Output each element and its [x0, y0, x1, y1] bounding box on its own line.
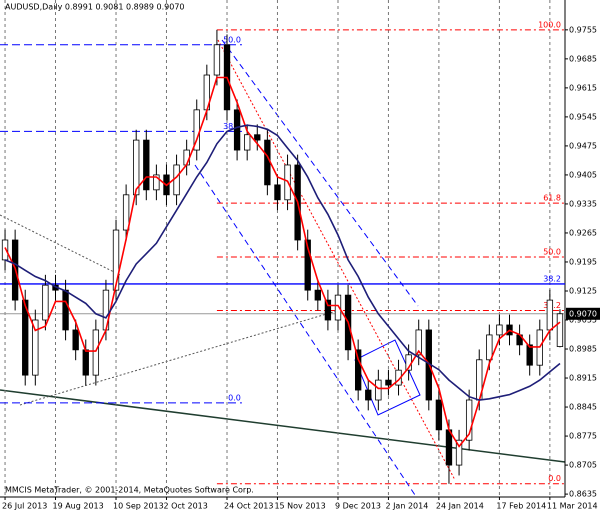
moving-average: [4, 124, 561, 401]
x-tick-label: 11 Mar 2014: [547, 502, 598, 511]
dotted-line: [217, 39, 456, 481]
candle-body: [32, 319, 39, 376]
channel-line: [194, 164, 416, 496]
candle-body: [486, 334, 493, 361]
candle-body: [274, 184, 281, 201]
y-tick-label: 0.8775: [569, 432, 597, 441]
candle-body: [213, 44, 221, 76]
trendline: [0, 389, 566, 463]
candle-body: [143, 139, 150, 191]
candle-body: [254, 134, 261, 141]
y-tick-label: 0.9335: [569, 199, 597, 208]
candle-body: [496, 324, 503, 336]
x-tick-label: 26 Jul 2013: [2, 502, 47, 511]
channel-line: [221, 39, 419, 307]
candle-body: [546, 299, 554, 331]
x-tick-label: 9 Dec 2013: [335, 502, 381, 511]
candle-body: [82, 349, 89, 376]
y-tick-label: 0.9405: [569, 170, 597, 179]
price-box: [566, 307, 600, 320]
y-tick-label: 0.9685: [569, 54, 597, 63]
candle-body: [526, 344, 533, 366]
x-tick-label: 24 Oct 2013: [224, 502, 273, 511]
candle-body: [455, 439, 463, 466]
candle-body: [385, 379, 392, 386]
candle-body: [92, 329, 100, 376]
candle-body: [435, 399, 443, 431]
level-label: 50.0: [223, 35, 241, 44]
level-label: 0.0: [228, 393, 241, 402]
candle-body: [122, 194, 130, 231]
candle-body: [173, 164, 180, 196]
candle-body: [22, 299, 29, 376]
y-tick-label: 0.9545: [569, 112, 597, 121]
candle-body: [233, 109, 241, 151]
y-tick-label: 0.8915: [569, 374, 597, 383]
candle-body: [42, 284, 49, 321]
y-tick-label: 0.9265: [569, 228, 597, 237]
candle-body: [314, 289, 321, 301]
candle-body: [244, 134, 251, 151]
x-tick-label: 24 Jan 2014: [436, 502, 484, 511]
candle-body: [415, 329, 422, 356]
candle-body: [304, 239, 311, 291]
level-label: 50.0: [543, 247, 561, 256]
y-tick-label: 0.8985: [569, 345, 597, 354]
level-label: 100.0: [538, 20, 561, 29]
x-tick-label: 17 Feb 2014: [496, 502, 546, 511]
candle-body: [62, 289, 69, 331]
candle-body: [556, 313, 564, 347]
chart-title: AUDUSD,Daily 0.8991 0.9081 0.8989 0.9070: [5, 3, 185, 12]
candle-body: [465, 399, 473, 441]
y-tick-label: 0.8845: [569, 403, 597, 412]
candle-body: [334, 294, 342, 321]
x-tick-label: 10 Sep 2013: [113, 502, 164, 511]
y-tick-label: 0.9755: [569, 25, 597, 34]
candle-body: [133, 139, 140, 196]
level-label: 38.2: [543, 274, 561, 283]
candle-body: [112, 229, 120, 291]
y-tick-label: 0.9055: [569, 316, 597, 325]
candle-body: [375, 379, 382, 401]
level-label: 38.2: [223, 122, 241, 131]
y-tick-label: 0.9615: [569, 83, 597, 92]
footer: MMCIS MetaTrader, © 2001-2014, MetaQuote…: [5, 486, 254, 495]
candle-body: [264, 139, 271, 186]
candle-body: [153, 174, 160, 191]
candle-body: [324, 299, 332, 321]
x-tick-label: 2 Oct 2013: [163, 502, 207, 511]
y-tick-label: 0.8635: [569, 490, 597, 499]
y-tick-label: 0.8705: [569, 461, 597, 470]
y-tick-label: 0.9125: [569, 286, 597, 295]
x-tick-label: 2 Jan 2014: [385, 502, 428, 511]
trendlines: [0, 39, 566, 496]
y-tick-label: 0.9475: [569, 141, 597, 150]
x-tick-label: 15 Nov 2013: [274, 502, 325, 511]
y-tick-label: 0.9195: [569, 257, 597, 266]
level-label: 61.8: [543, 194, 561, 203]
x-tick-label: 19 Aug 2013: [52, 502, 103, 511]
price-label: 0.9070: [569, 309, 597, 318]
candle-body: [72, 329, 79, 351]
level-label: 0.0: [548, 474, 561, 483]
moving-average: [4, 76, 561, 448]
candle-body: [365, 389, 372, 401]
candle-body: [354, 349, 362, 391]
candle-body: [445, 429, 453, 466]
